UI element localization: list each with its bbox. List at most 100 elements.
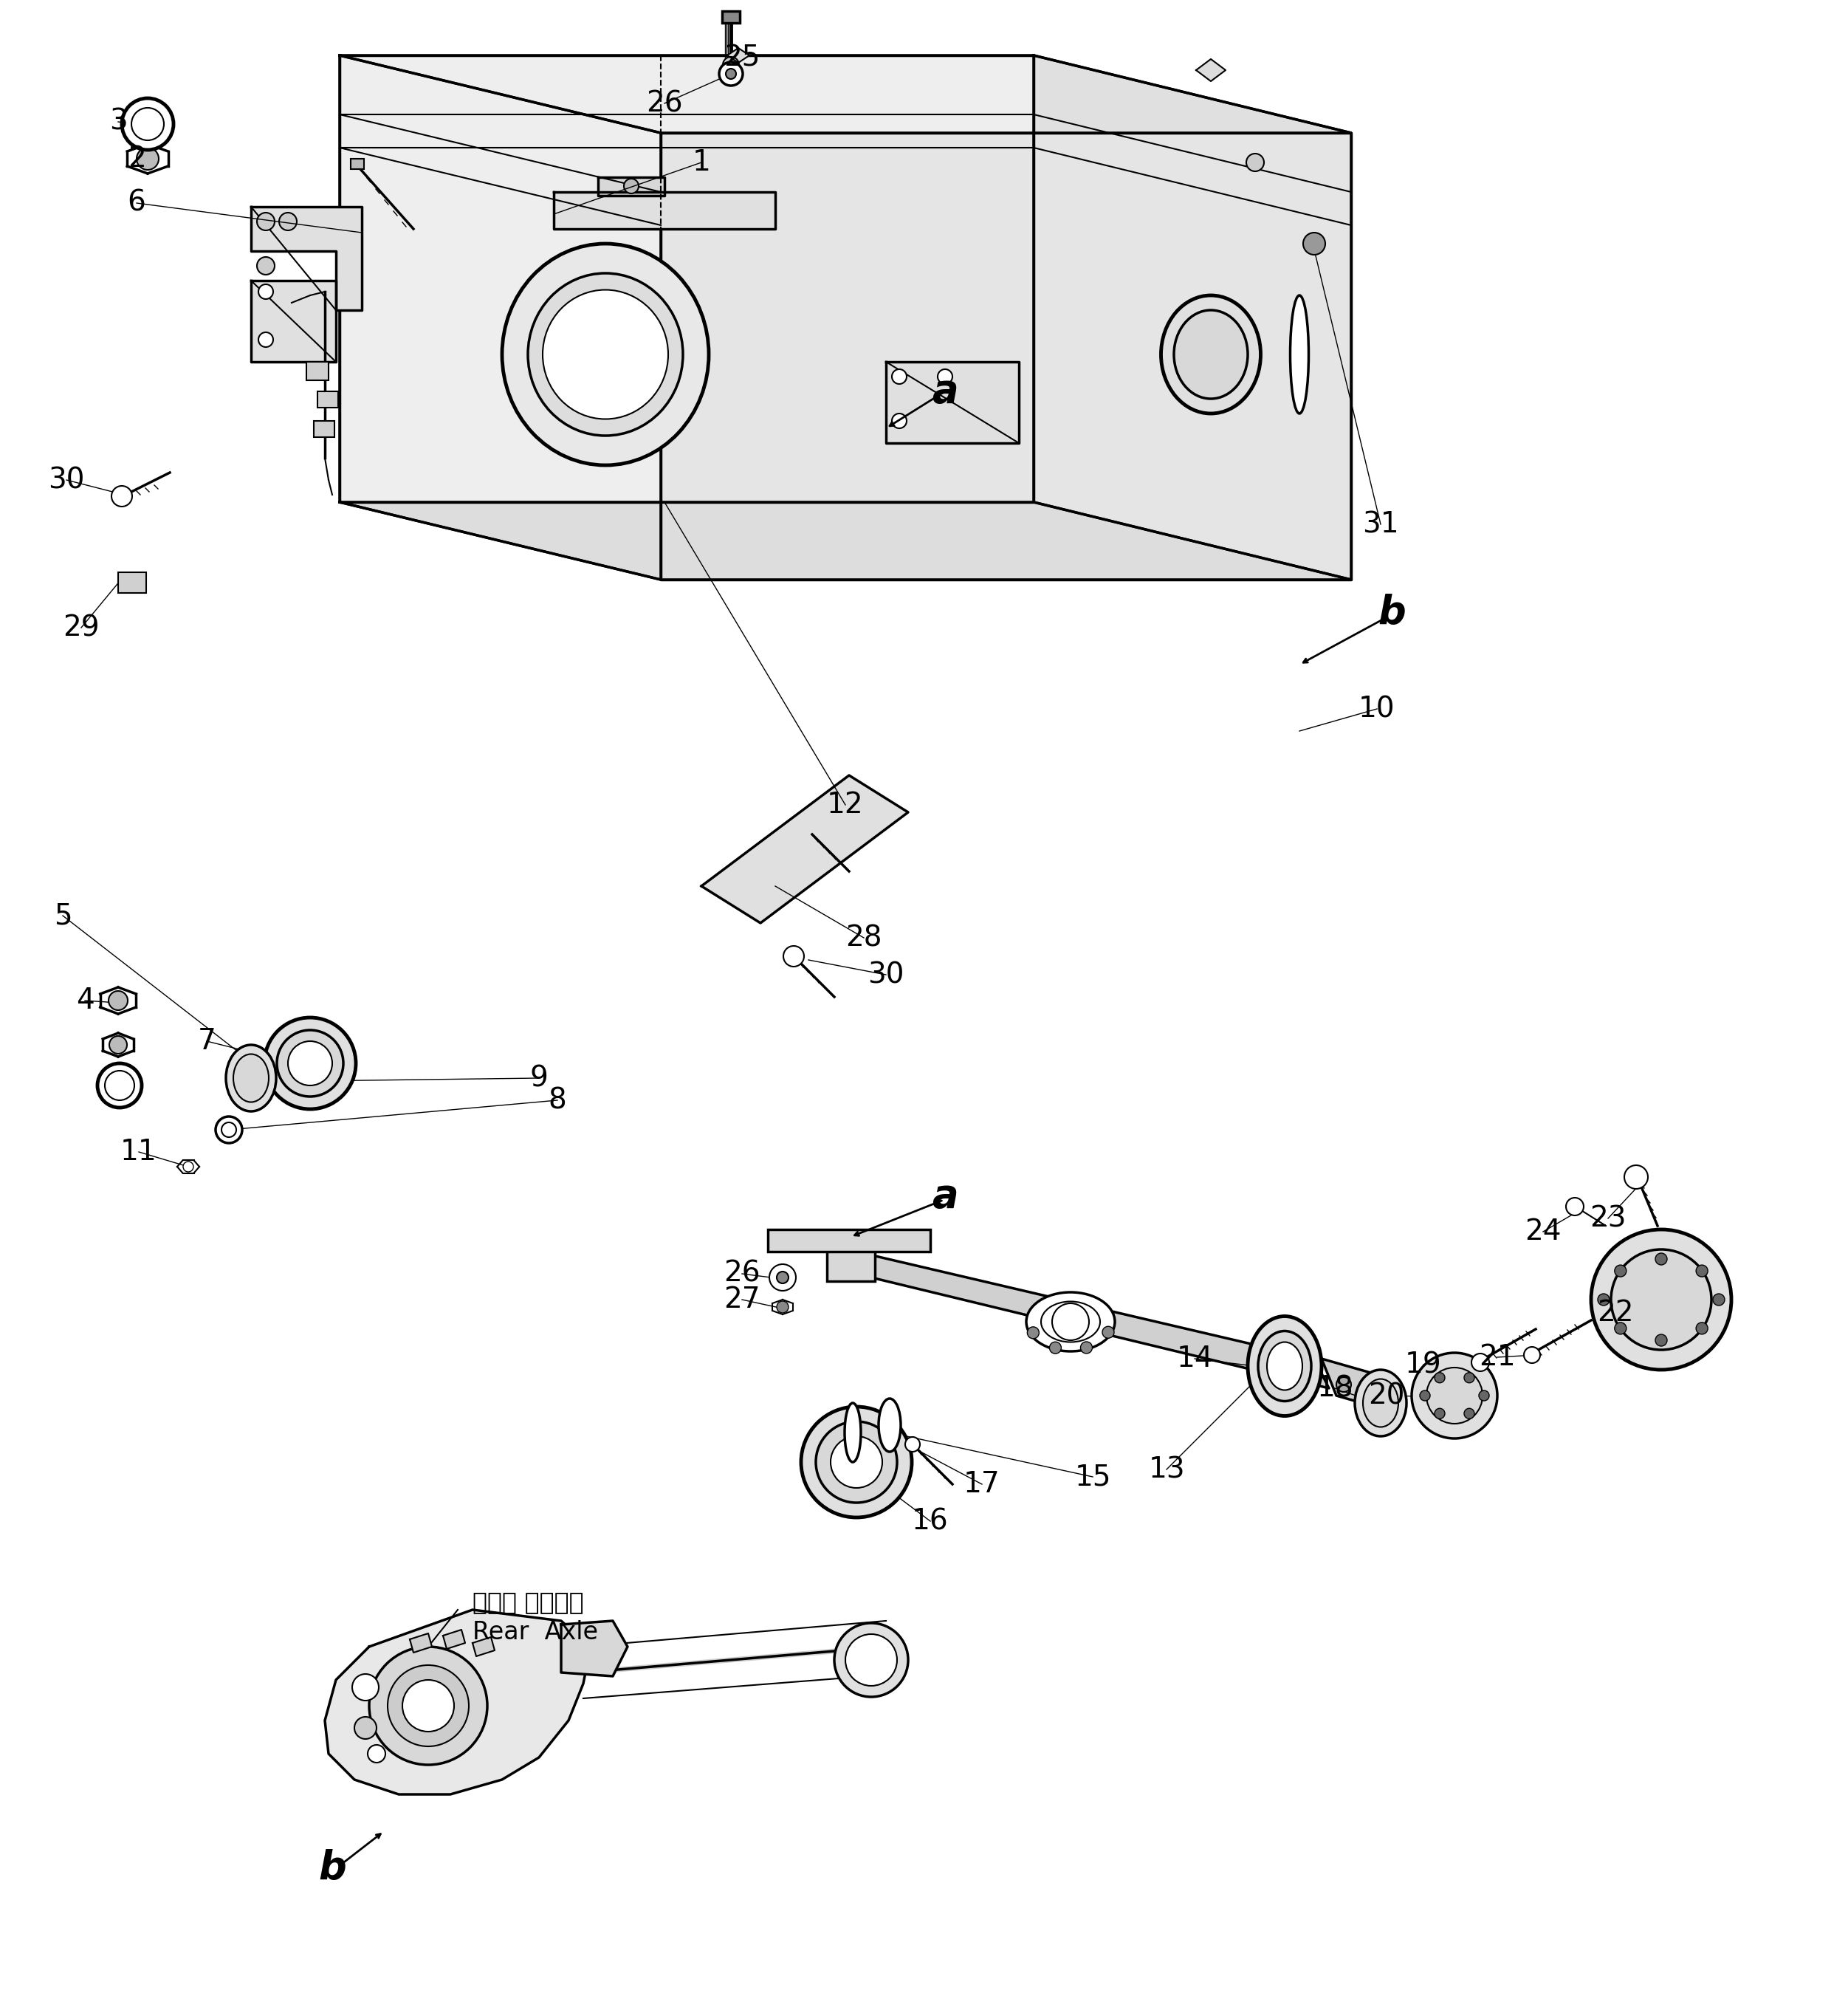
Circle shape xyxy=(1599,1293,1610,1305)
Text: 4: 4 xyxy=(76,987,94,1014)
Text: 19: 19 xyxy=(1404,1351,1441,1379)
Polygon shape xyxy=(662,134,1351,580)
Text: b: b xyxy=(1379,594,1406,632)
Bar xyxy=(769,1230,930,1252)
Text: 12: 12 xyxy=(828,791,863,819)
Ellipse shape xyxy=(1026,1291,1114,1351)
Circle shape xyxy=(1615,1266,1626,1278)
Text: 7: 7 xyxy=(198,1026,216,1054)
Circle shape xyxy=(906,1437,920,1451)
Polygon shape xyxy=(885,363,1018,442)
Text: 9: 9 xyxy=(530,1064,549,1092)
Text: a: a xyxy=(931,1178,959,1216)
Circle shape xyxy=(1624,1166,1648,1190)
Ellipse shape xyxy=(878,1399,900,1451)
Text: 29: 29 xyxy=(63,614,100,642)
Circle shape xyxy=(776,1301,789,1313)
Circle shape xyxy=(257,257,275,275)
Circle shape xyxy=(1525,1347,1539,1363)
Ellipse shape xyxy=(225,1044,275,1112)
Ellipse shape xyxy=(1040,1301,1100,1341)
Circle shape xyxy=(257,213,275,231)
Text: 3: 3 xyxy=(109,108,128,136)
Circle shape xyxy=(784,947,804,967)
Ellipse shape xyxy=(1268,1341,1303,1389)
Circle shape xyxy=(388,1664,469,1746)
Text: 1: 1 xyxy=(693,147,711,177)
Circle shape xyxy=(1434,1409,1445,1419)
Circle shape xyxy=(845,1634,896,1686)
Ellipse shape xyxy=(1161,295,1260,413)
Ellipse shape xyxy=(1355,1369,1406,1437)
Text: 14: 14 xyxy=(1177,1345,1212,1373)
Ellipse shape xyxy=(1258,1331,1312,1401)
Ellipse shape xyxy=(233,1054,268,1102)
Circle shape xyxy=(1427,1367,1482,1423)
Text: 11: 11 xyxy=(120,1138,157,1166)
Text: 23: 23 xyxy=(1589,1204,1626,1232)
Bar xyxy=(307,363,329,381)
Text: 18: 18 xyxy=(1316,1375,1353,1403)
Bar xyxy=(118,572,146,594)
Text: 15: 15 xyxy=(1074,1463,1111,1491)
Ellipse shape xyxy=(723,58,739,74)
Circle shape xyxy=(1303,233,1325,255)
Circle shape xyxy=(1713,1293,1724,1305)
Circle shape xyxy=(105,1070,135,1100)
Circle shape xyxy=(403,1680,455,1732)
Circle shape xyxy=(131,108,164,140)
Polygon shape xyxy=(251,281,336,363)
Bar xyxy=(723,12,739,22)
Circle shape xyxy=(279,213,298,231)
Text: 28: 28 xyxy=(846,925,881,953)
Ellipse shape xyxy=(845,1403,861,1463)
Ellipse shape xyxy=(529,273,684,436)
Circle shape xyxy=(277,1030,344,1096)
Polygon shape xyxy=(444,1630,466,1648)
Ellipse shape xyxy=(503,243,710,464)
Ellipse shape xyxy=(1290,295,1308,413)
Circle shape xyxy=(1412,1353,1497,1439)
Circle shape xyxy=(937,369,952,385)
Circle shape xyxy=(1696,1323,1708,1333)
Text: 27: 27 xyxy=(724,1285,760,1313)
Circle shape xyxy=(1471,1353,1489,1371)
Ellipse shape xyxy=(543,289,669,419)
Polygon shape xyxy=(554,191,774,229)
Circle shape xyxy=(1615,1323,1626,1333)
Text: リヤー アクスル: リヤー アクスル xyxy=(473,1590,584,1614)
Polygon shape xyxy=(251,207,362,311)
Circle shape xyxy=(1419,1391,1430,1401)
Circle shape xyxy=(833,1622,907,1696)
Polygon shape xyxy=(325,1610,591,1794)
Bar xyxy=(351,159,364,169)
Circle shape xyxy=(726,68,736,80)
Text: 30: 30 xyxy=(869,961,904,989)
Polygon shape xyxy=(562,1620,628,1676)
Circle shape xyxy=(769,1264,796,1291)
Bar xyxy=(826,1240,874,1281)
Text: 8: 8 xyxy=(549,1086,567,1114)
Text: 10: 10 xyxy=(1358,696,1395,723)
Circle shape xyxy=(800,1407,911,1517)
Polygon shape xyxy=(340,56,1033,502)
Text: 26: 26 xyxy=(724,1260,760,1287)
Ellipse shape xyxy=(1364,1379,1399,1427)
Circle shape xyxy=(1101,1327,1114,1337)
Text: 24: 24 xyxy=(1525,1218,1562,1246)
Circle shape xyxy=(1052,1303,1088,1339)
Circle shape xyxy=(1656,1335,1667,1345)
Circle shape xyxy=(109,991,128,1010)
Circle shape xyxy=(259,285,274,299)
Text: Rear  Axle: Rear Axle xyxy=(473,1620,599,1644)
Circle shape xyxy=(109,1036,128,1054)
Circle shape xyxy=(1027,1327,1039,1339)
Circle shape xyxy=(719,62,743,86)
Polygon shape xyxy=(340,56,1351,134)
Circle shape xyxy=(1565,1198,1584,1216)
Text: b: b xyxy=(318,1850,346,1887)
Text: 25: 25 xyxy=(724,44,760,72)
Text: 26: 26 xyxy=(647,90,682,118)
Polygon shape xyxy=(1321,1359,1388,1411)
Polygon shape xyxy=(410,1634,432,1652)
